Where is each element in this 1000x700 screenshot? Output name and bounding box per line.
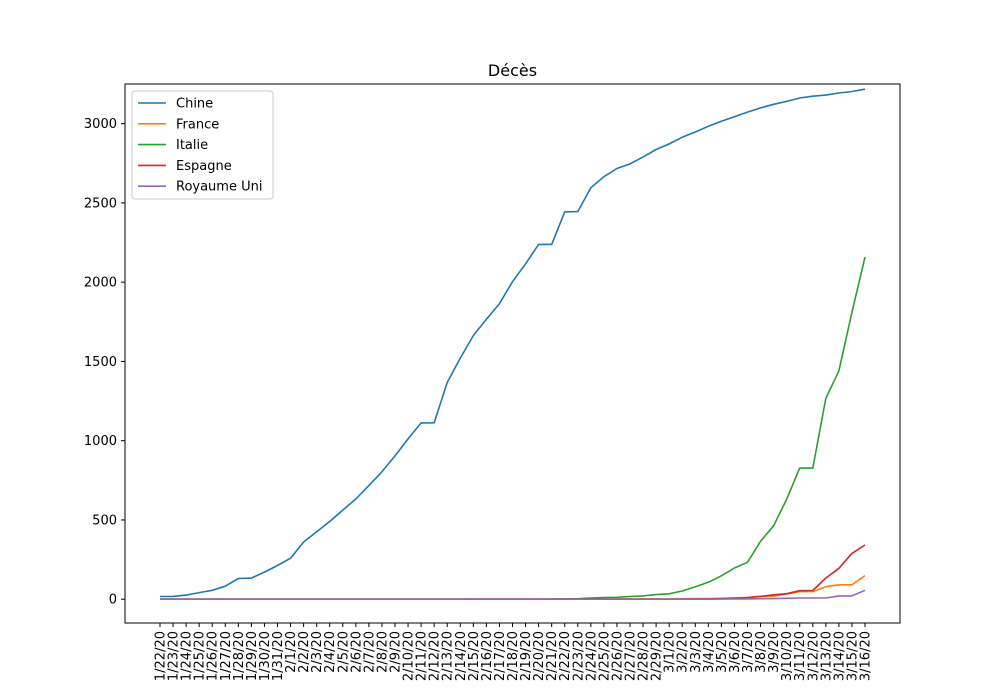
y-axis: 0 500 1000 1500 2000 2500 3000 [84,117,125,608]
y-tick-label: 2500 [84,196,117,211]
x-tick-label: 1/30/20 [258,631,273,681]
legend: Chine France Italie Espagne Royaume Uni [131,90,274,200]
x-tick-label: 2/9/20 [389,631,404,673]
x-tick-label: 2/22/20 [558,631,573,681]
x-tick-label: 2/6/20 [349,631,364,673]
x-tick-label: 2/7/20 [362,631,377,673]
x-tick-label: 1/24/20 [180,631,195,681]
legend-label: Royaume Uni [176,180,262,195]
y-tick-label: 500 [92,513,117,528]
x-tick-label: 3/2/20 [676,631,691,673]
x-tick-label: 2/11/20 [415,631,430,681]
x-tick-label: 2/15/20 [467,631,482,681]
y-tick-label: 1000 [84,434,117,449]
x-tick-label: 3/16/20 [859,631,874,681]
series-line-1 [159,88,866,598]
x-tick-label: 3/3/20 [689,631,704,673]
series-line-5 [160,589,866,601]
y-tick-label: 3000 [84,117,117,132]
x-tick-label: 3/15/20 [845,631,860,681]
chart-title: Décès [488,61,537,80]
x-tick-label: 2/18/20 [506,631,521,681]
x-tick-label: 1/29/20 [245,631,260,681]
x-tick-label: 3/9/20 [767,631,782,673]
x-tick-label: 3/11/20 [793,631,808,681]
x-tick-label: 2/16/20 [480,631,495,681]
x-tick-label: 2/23/20 [571,631,586,681]
x-tick-label: 2/26/20 [610,631,625,681]
x-tick-label: 2/28/20 [637,631,652,681]
x-axis: 1/22/201/23/201/24/201/25/201/26/201/27/… [154,623,874,681]
x-tick-label: 2/25/20 [597,631,612,681]
y-tick-label: 1500 [84,355,117,370]
x-tick-label: 2/2/20 [297,631,312,673]
x-tick-label: 3/6/20 [728,631,743,673]
x-tick-label: 2/14/20 [454,631,469,681]
x-tick-label: 2/21/20 [545,631,560,681]
x-tick-label: 2/5/20 [336,631,351,673]
x-tick-label: 3/7/20 [741,631,756,673]
x-tick-label: 2/12/20 [428,631,443,681]
y-tick-label: 0 [109,593,117,608]
x-tick-label: 3/1/20 [663,631,678,673]
x-tick-label: 2/3/20 [310,631,325,673]
legend-label: France [176,117,219,132]
legend-box [131,90,274,200]
legend-label: Italie [176,138,208,153]
x-tick-label: 2/1/20 [284,631,299,673]
series-lines [159,88,866,601]
x-tick-label: 2/20/20 [532,631,547,681]
x-tick-label: 2/4/20 [323,631,338,673]
x-tick-label: 3/4/20 [702,631,717,673]
x-tick-label: 2/8/20 [375,631,390,673]
x-tick-label: 1/28/20 [232,631,247,681]
x-tick-label: 1/22/20 [154,631,169,681]
x-tick-label: 2/24/20 [584,631,599,681]
x-tick-label: 3/12/20 [806,631,821,681]
legend-label: Chine [176,97,213,112]
legend-label: Espagne [176,159,232,174]
x-tick-label: 3/10/20 [780,631,795,681]
x-tick-label: 3/13/20 [819,631,834,681]
x-tick-label: 2/19/20 [519,631,534,681]
x-tick-label: 1/23/20 [167,631,182,681]
x-tick-label: 1/25/20 [193,631,208,681]
y-tick-label: 2000 [84,276,117,291]
x-tick-label: 1/27/20 [219,631,234,681]
x-tick-label: 1/26/20 [206,631,221,681]
x-tick-label: 3/5/20 [715,631,730,673]
x-tick-label: 2/13/20 [441,631,456,681]
x-tick-label: 2/17/20 [493,631,508,681]
x-tick-label: 2/10/20 [402,631,417,681]
x-tick-label: 2/27/20 [624,631,639,681]
x-tick-label: 1/31/20 [271,631,286,681]
x-tick-label: 2/29/20 [650,631,665,681]
x-tick-label: 3/14/20 [832,631,847,681]
x-tick-label: 3/8/20 [754,631,769,673]
